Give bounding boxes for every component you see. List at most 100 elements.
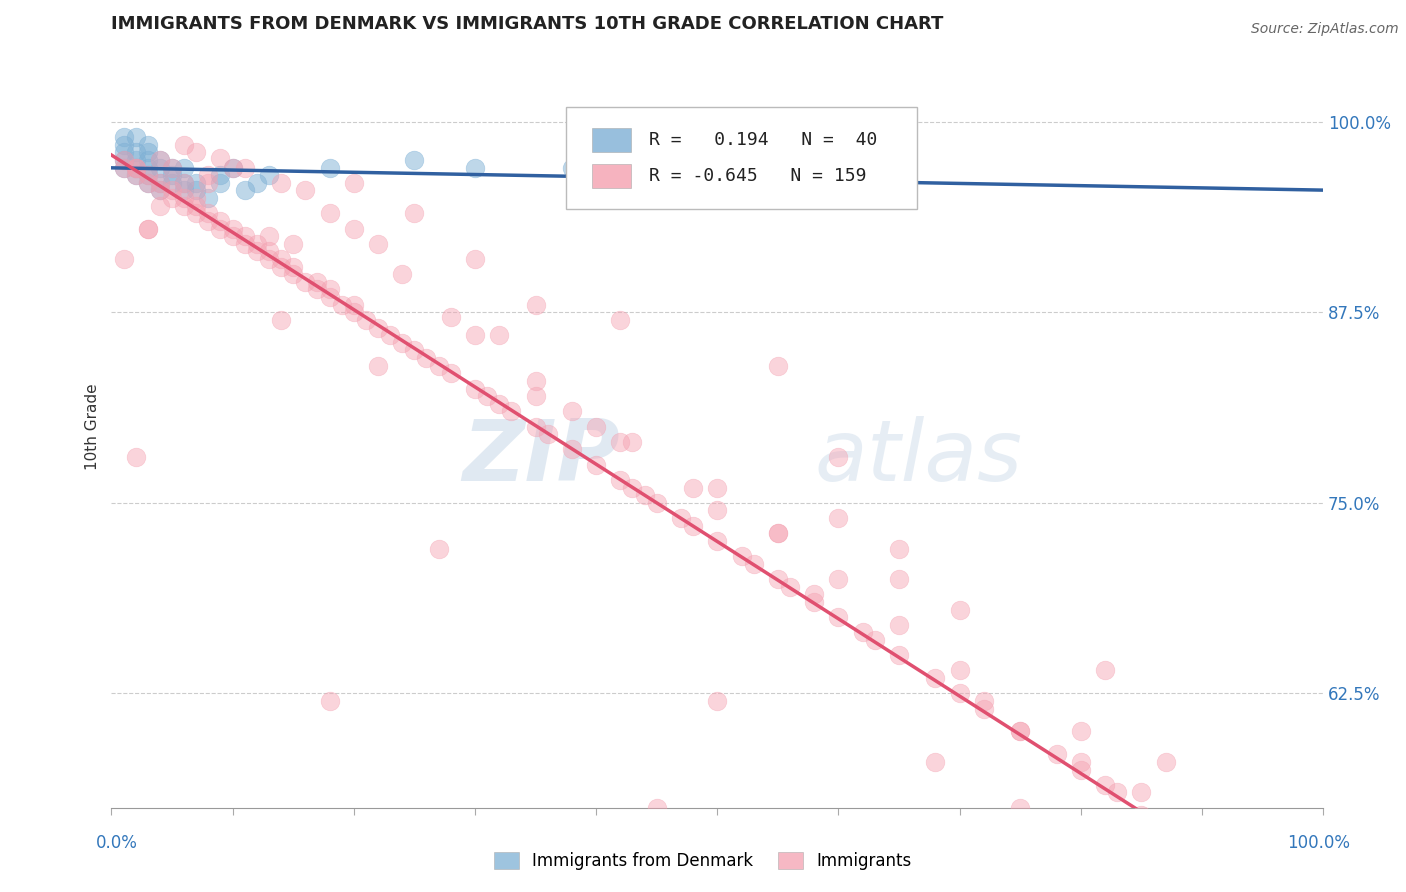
Point [233,183,256,197]
Point [779,580,801,594]
Point [524,298,547,312]
Point [827,610,849,624]
Point [1215,877,1237,891]
Point [124,153,146,167]
Point [427,541,450,556]
Point [257,244,280,259]
Point [136,153,159,167]
Point [307,283,329,297]
Point [221,161,243,175]
Point [160,183,183,197]
Point [1130,808,1153,822]
Point [160,191,183,205]
Point [803,595,825,609]
Point [221,229,243,244]
Point [404,343,426,358]
Point [124,145,146,160]
Point [112,161,135,175]
Point [887,617,910,632]
Point [609,313,631,327]
Point [464,382,486,396]
Point [404,153,426,167]
Point [112,130,135,145]
Point [742,557,765,571]
Point [173,161,195,175]
Point [561,161,583,175]
Point [1010,724,1032,739]
Point [1070,763,1092,777]
Point [949,664,972,678]
Point [112,252,135,266]
Point [1227,815,1250,830]
Point [706,503,728,517]
Point [536,427,558,442]
Point [863,632,886,647]
Point [440,310,463,324]
Point [561,442,583,457]
Point [949,686,972,700]
Legend: Immigrants from Denmark, Immigrants: Immigrants from Denmark, Immigrants [488,845,918,877]
Point [233,236,256,251]
Point [524,374,547,388]
Point [173,183,195,197]
Point [173,191,195,205]
Point [283,267,305,281]
Point [149,183,172,197]
Point [488,328,510,343]
Point [186,191,208,205]
Point [669,511,692,525]
Point [1191,862,1213,876]
Point [464,252,486,266]
Point [246,236,269,251]
Point [1167,831,1189,846]
Point [149,199,172,213]
Point [186,145,208,160]
Point [294,275,316,289]
Point [682,481,704,495]
Point [1167,838,1189,853]
Text: atlas: atlas [814,416,1022,499]
Point [706,694,728,708]
Text: IMMIGRANTS FROM DENMARK VS IMMIGRANTS 10TH GRADE CORRELATION CHART: IMMIGRANTS FROM DENMARK VS IMMIGRANTS 10… [111,15,943,33]
Point [378,328,401,343]
Point [924,671,946,685]
Point [112,161,135,175]
Point [682,518,704,533]
Point [973,701,995,715]
Point [1191,862,1213,876]
Point [197,168,219,182]
Point [173,137,195,152]
Point [124,161,146,175]
Point [766,359,789,373]
Point [852,625,875,640]
Point [283,260,305,274]
Point [149,153,172,167]
Point [294,183,316,197]
Point [186,206,208,220]
Point [209,168,232,182]
Point [706,533,728,548]
Point [343,176,366,190]
Point [343,305,366,319]
Point [440,367,463,381]
Point [973,694,995,708]
Point [367,359,389,373]
Point [233,161,256,175]
Point [209,152,232,166]
Point [112,137,135,152]
Point [283,236,305,251]
Point [887,648,910,663]
Point [173,176,195,190]
Point [766,526,789,541]
Point [1070,847,1092,861]
Point [257,168,280,182]
Point [887,541,910,556]
Point [464,328,486,343]
Point [257,252,280,266]
Point [645,496,668,510]
Point [318,206,340,220]
Point [766,526,789,541]
Point [1070,724,1092,739]
Point [221,221,243,235]
Point [136,221,159,235]
